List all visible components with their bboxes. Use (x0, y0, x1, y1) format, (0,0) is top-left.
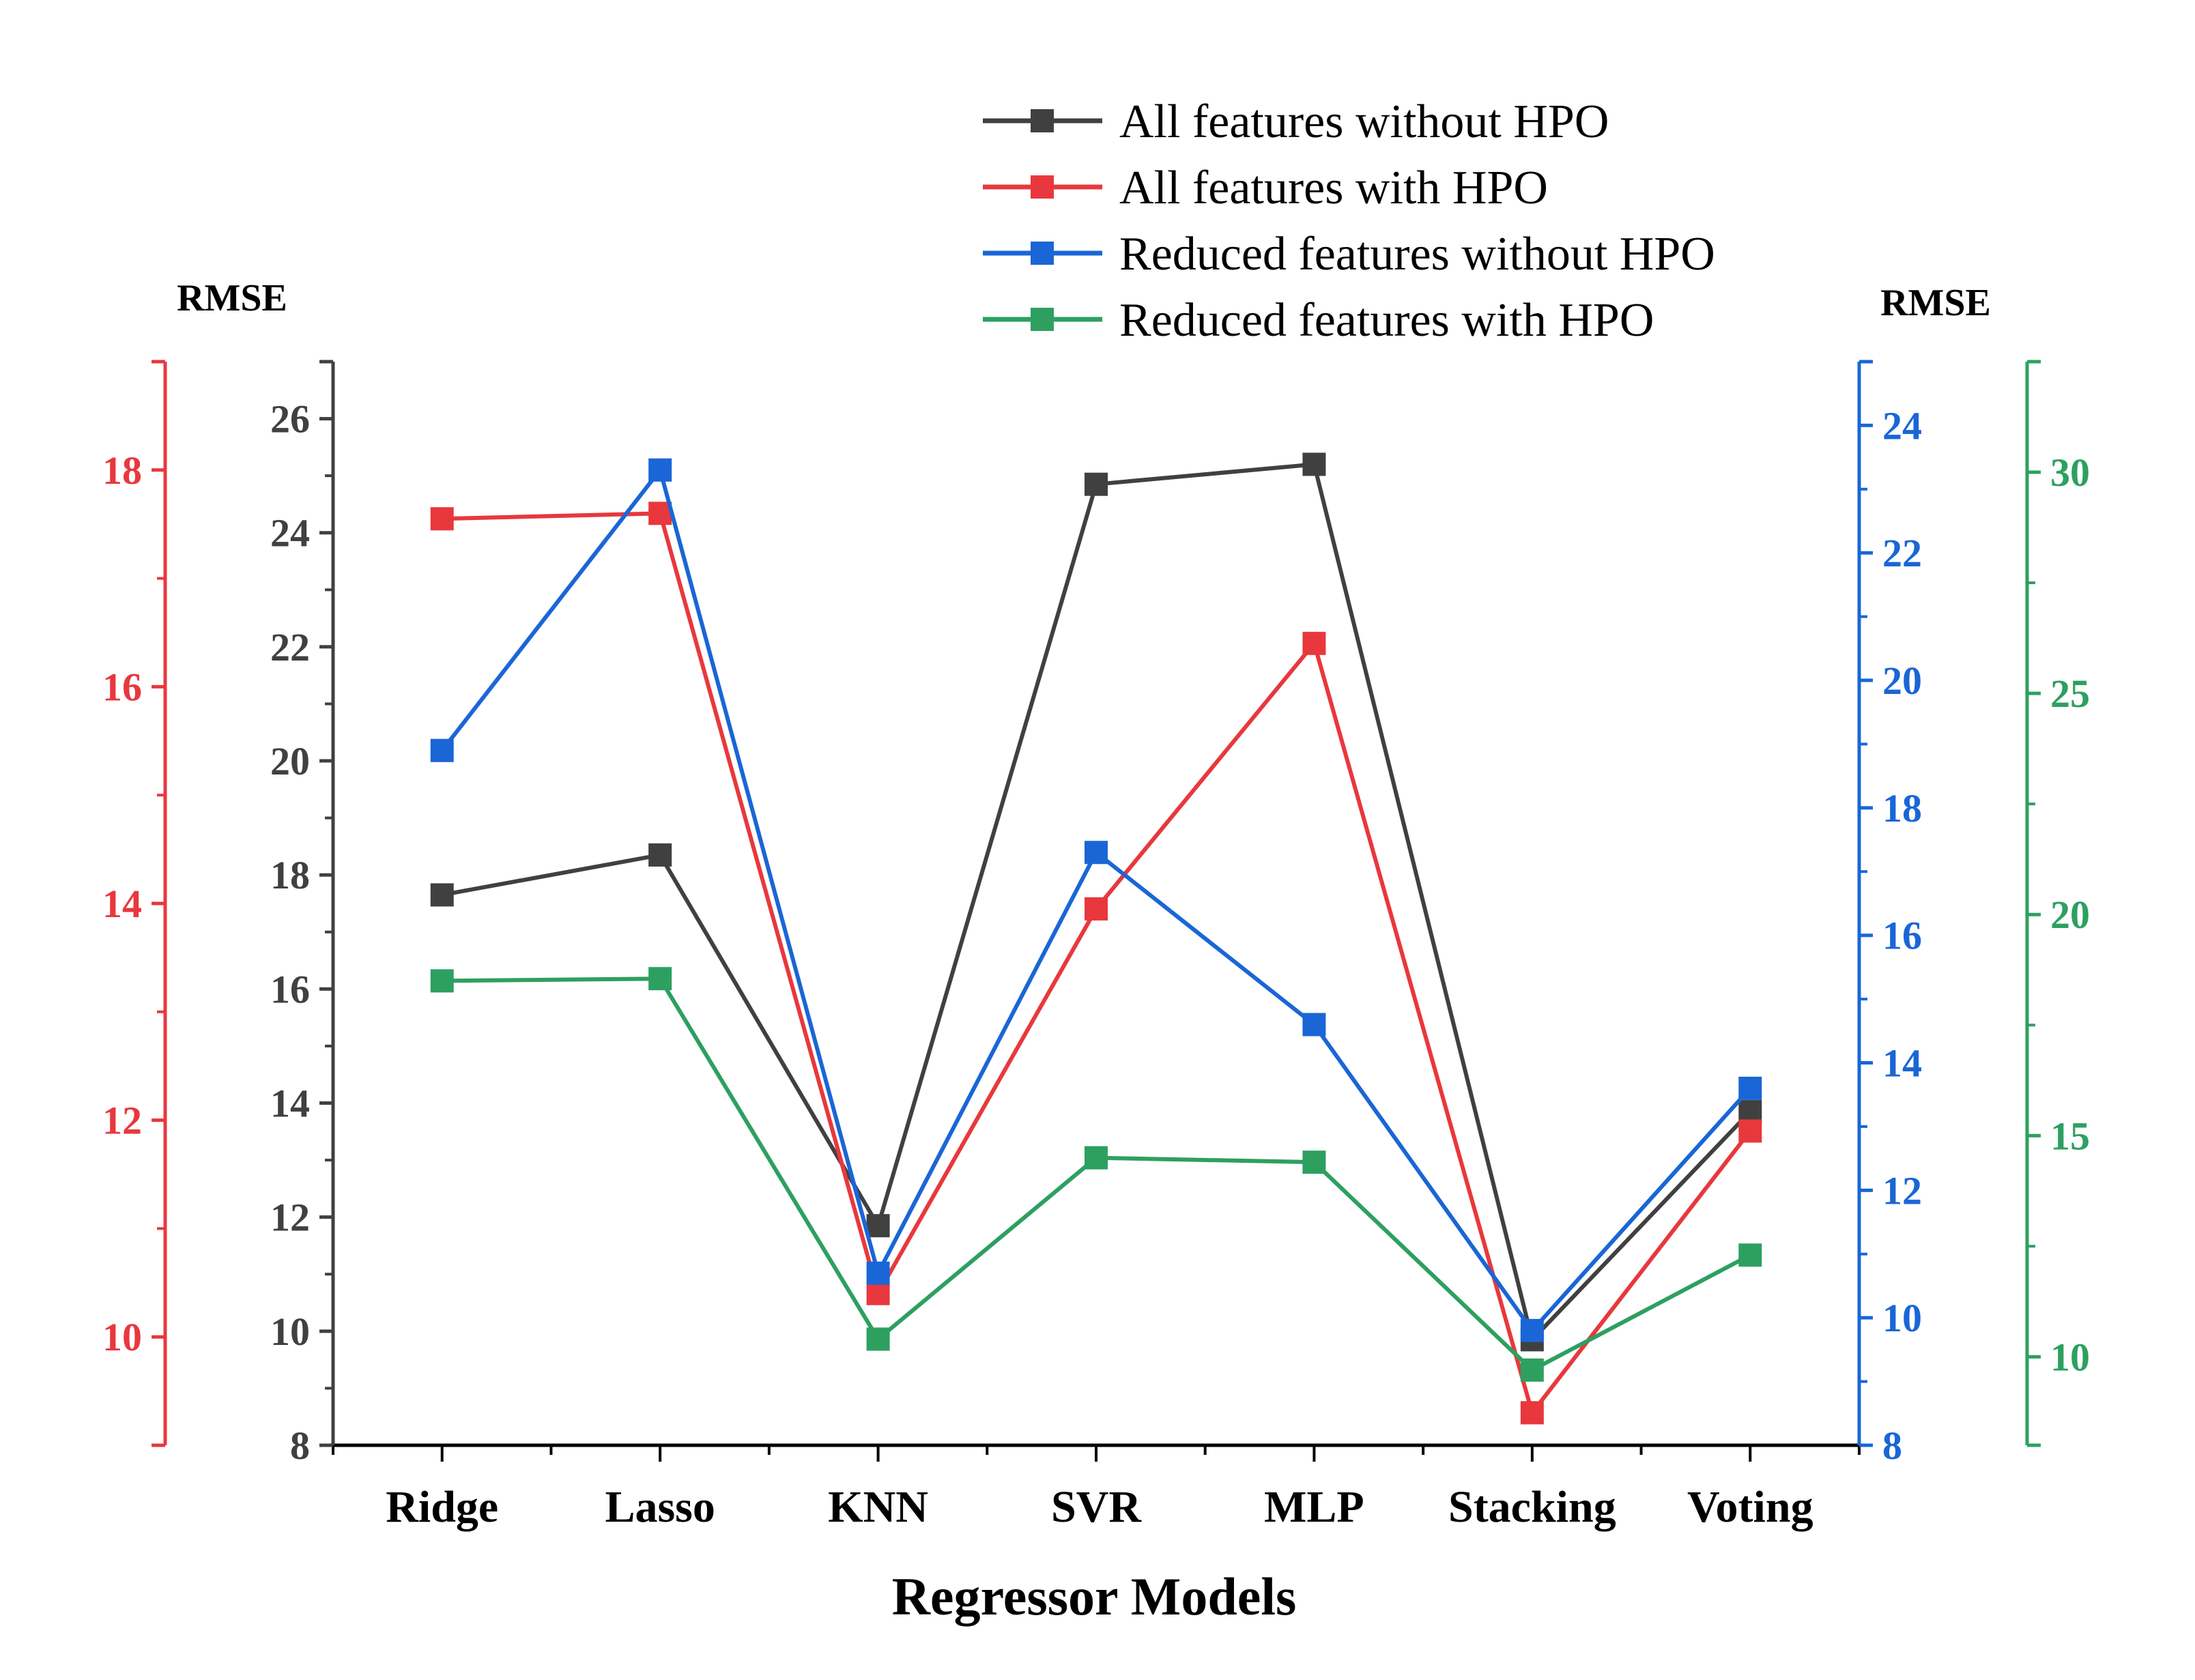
series-layer (430, 452, 1762, 1425)
series-0-point-ridge (430, 883, 454, 907)
x-tick-label-svr: SVR (1051, 1482, 1142, 1532)
series-2 (430, 458, 1762, 1342)
legend-label-0: All features without HPO (1119, 96, 1609, 148)
series-2-point-voting (1738, 1076, 1762, 1100)
series-2-point-lasso (648, 458, 672, 482)
legend-entry-1: All features with HPO (983, 162, 1548, 214)
red-y-axis-tick-label-10: 10 (102, 1315, 142, 1359)
right-rmse-axis-title: RMSE (1880, 282, 1991, 324)
legend-marker-3 (1031, 308, 1054, 331)
x-tick-label-stacking: Stacking (1448, 1482, 1616, 1532)
green-y-axis-tick-label-30: 30 (2050, 450, 2090, 495)
blue-y-axis-tick-label-14: 14 (1882, 1041, 1922, 1086)
legend-entry-0: All features without HPO (983, 96, 1609, 148)
series-0-point-svr (1085, 472, 1108, 496)
series-0-point-lasso (648, 843, 672, 867)
main-y-axis-tick-label-24: 24 (270, 511, 310, 555)
blue-y-axis-tick-label-16: 16 (1882, 914, 1922, 958)
blue-y-axis-tick-label-18: 18 (1882, 786, 1922, 830)
blue-y-axis-tick-label-20: 20 (1882, 658, 1922, 703)
x-axis-title: Regressor Models (892, 1567, 1297, 1626)
legend-entry-3: Reduced features with HPO (983, 294, 1654, 347)
main-y-axis-tick-label-12: 12 (270, 1196, 310, 1240)
left-rmse-axis-title: RMSE (177, 277, 287, 319)
blue-y-axis-tick-label-12: 12 (1882, 1168, 1922, 1213)
series-2-point-ridge (430, 738, 454, 762)
series-0-point-voting (1738, 1100, 1762, 1124)
legend-label-2: Reduced features without HPO (1119, 228, 1715, 280)
x-tick-label-mlp: MLP (1264, 1482, 1364, 1532)
series-3-point-stacking (1520, 1358, 1544, 1382)
series-0-point-mlp (1302, 452, 1326, 476)
green-y-axis-tick-label-20: 20 (2050, 893, 2090, 937)
green-y-axis-tick-label-25: 25 (2050, 671, 2090, 716)
blue-y-axis-tick-label-22: 22 (1882, 531, 1922, 575)
red-y-axis-tick-label-18: 18 (102, 448, 142, 493)
blue-y-axis-tick-label-24: 24 (1882, 403, 1922, 448)
main-y-axis-tick-label-20: 20 (270, 739, 310, 783)
series-3-point-lasso (648, 967, 672, 991)
series-1-line (442, 511, 1752, 1415)
legend-marker-0 (1031, 109, 1054, 132)
series-3-point-ridge (430, 969, 454, 993)
series-3 (430, 967, 1762, 1382)
main-y-axis-tick-label-18: 18 (270, 853, 310, 897)
series-1-point-voting (1738, 1119, 1762, 1143)
legend-label-1: All features with HPO (1119, 162, 1548, 214)
x-tick-label-voting: Voting (1687, 1482, 1813, 1532)
series-2-point-knn (866, 1261, 890, 1285)
main-y-axis-tick-label-16: 16 (270, 967, 310, 1011)
series-1 (430, 502, 1762, 1425)
series-1-point-knn (866, 1281, 890, 1305)
main-y-axis-tick-label-26: 26 (270, 397, 310, 441)
series-3-line (442, 976, 1751, 1372)
series-1-point-svr (1085, 897, 1108, 921)
main-y-axis-tick-label-14: 14 (270, 1082, 310, 1126)
main-y-axis-tick-label-8: 8 (290, 1423, 310, 1468)
series-2-point-svr (1085, 841, 1108, 865)
series-1-point-ridge (430, 507, 454, 531)
axes-layer: Ridge Lasso KNN SVR MLP Stacking Voting 8 10 12 14… (102, 360, 2090, 1532)
red-y-axis-tick-label-12: 12 (102, 1099, 142, 1143)
x-tick-label-lasso: Lasso (605, 1482, 715, 1532)
series-2-point-mlp (1302, 1013, 1326, 1037)
series-3-point-mlp (1302, 1150, 1326, 1174)
x-tick-label-knn: KNN (828, 1482, 928, 1532)
blue-y-axis-tick-label-10: 10 (1882, 1296, 1922, 1340)
legend-entry-2: Reduced features without HPO (983, 228, 1715, 280)
legend-label-3: Reduced features with HPO (1119, 294, 1654, 347)
legend-marker-1 (1031, 175, 1054, 199)
legend-marker-2 (1031, 242, 1054, 265)
green-y-axis-tick-label-15: 15 (2050, 1114, 2090, 1158)
series-1-point-stacking (1520, 1401, 1544, 1425)
series-2-point-stacking (1520, 1318, 1544, 1342)
series-3-point-knn (866, 1327, 890, 1351)
blue-y-axis-tick-label-8: 8 (1882, 1423, 1902, 1468)
red-y-axis-tick-label-14: 14 (102, 882, 142, 926)
series-3-point-voting (1738, 1243, 1762, 1267)
x-tick-label-ridge: Ridge (386, 1482, 498, 1532)
legend: All features without HPO All features wi… (983, 96, 1715, 347)
series-1-point-mlp (1302, 631, 1326, 655)
red-y-axis-tick-label-16: 16 (102, 665, 142, 709)
main-y-axis-tick-label-22: 22 (270, 625, 310, 669)
series-0-point-knn (866, 1214, 890, 1238)
main-y-axis-tick-label-10: 10 (270, 1309, 310, 1354)
green-y-axis-tick-label-10: 10 (2050, 1335, 2090, 1379)
series-3-point-svr (1085, 1146, 1108, 1170)
